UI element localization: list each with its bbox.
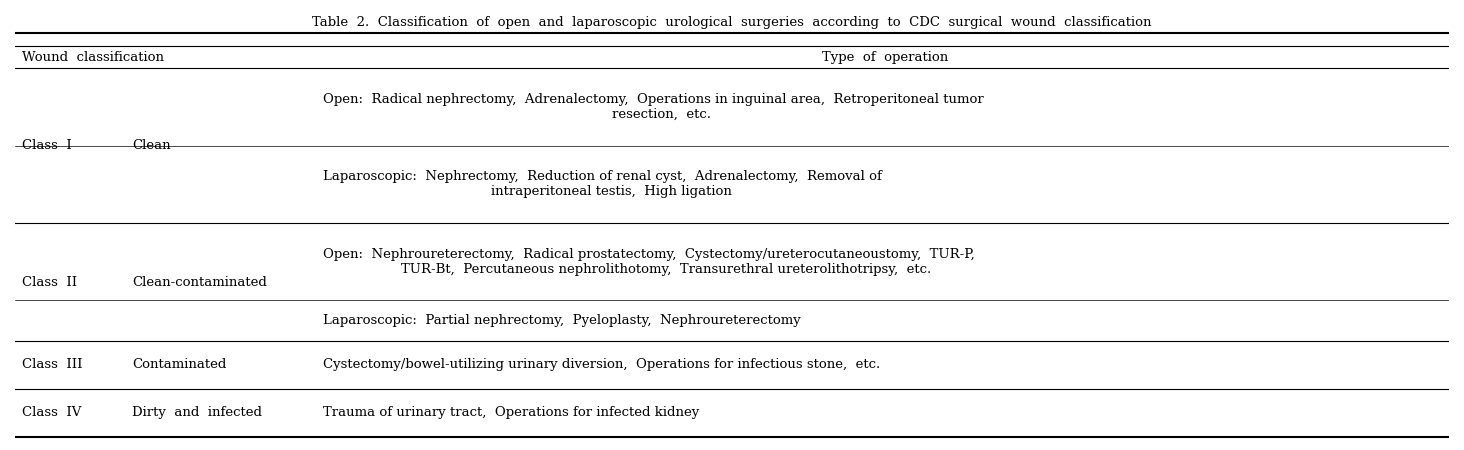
Text: Contaminated: Contaminated (132, 358, 227, 371)
Text: Laparoscopic:  Nephrectomy,  Reduction of renal cyst,  Adrenalectomy,  Removal o: Laparoscopic: Nephrectomy, Reduction of … (324, 171, 881, 198)
Text: Class  II: Class II (22, 275, 78, 288)
Text: Table  2.  Classification  of  open  and  laparoscopic  urological  surgeries  a: Table 2. Classification of open and lapa… (312, 16, 1152, 28)
Text: Cystectomy/bowel-utilizing urinary diversion,  Operations for infectious stone, : Cystectomy/bowel-utilizing urinary diver… (324, 358, 880, 371)
Text: Open:  Nephroureterectomy,  Radical prostatectomy,  Cystectomy/ureterocutaneoust: Open: Nephroureterectomy, Radical prosta… (324, 248, 975, 276)
Text: Open:  Radical nephrectomy,  Adrenalectomy,  Operations in inguinal area,  Retro: Open: Radical nephrectomy, Adrenalectomy… (324, 93, 984, 121)
Text: Class  IV: Class IV (22, 406, 81, 419)
Text: Clean-contaminated: Clean-contaminated (132, 275, 266, 288)
Text: Class  III: Class III (22, 358, 82, 371)
Text: Laparoscopic:  Partial nephrectomy,  Pyeloplasty,  Nephroureterectomy: Laparoscopic: Partial nephrectomy, Pyelo… (324, 314, 801, 327)
Text: Trauma of urinary tract,  Operations for infected kidney: Trauma of urinary tract, Operations for … (324, 406, 700, 419)
Text: Clean: Clean (132, 139, 171, 152)
Text: Dirty  and  infected: Dirty and infected (132, 406, 262, 419)
Text: Class  I: Class I (22, 139, 72, 152)
Text: Wound  classification: Wound classification (22, 51, 164, 64)
Text: Type  of  operation: Type of operation (823, 51, 949, 64)
